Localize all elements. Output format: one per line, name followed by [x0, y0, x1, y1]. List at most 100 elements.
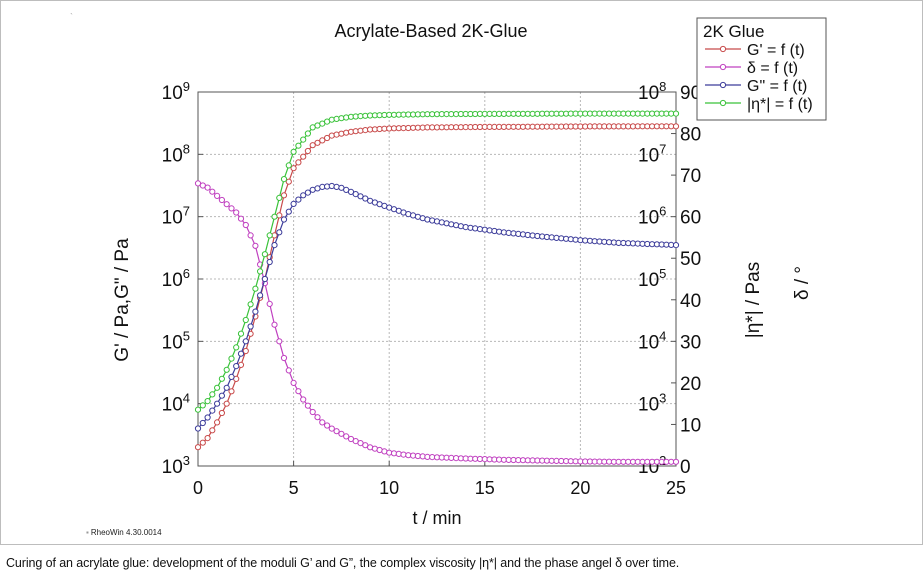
data-point — [194, 425, 202, 432]
y-right2-tick-label: 70 — [680, 166, 701, 187]
data-point — [209, 427, 216, 434]
data-point — [242, 221, 249, 229]
data-point — [228, 373, 235, 380]
data-point — [276, 194, 283, 201]
data-point — [280, 192, 288, 199]
data-point — [300, 136, 307, 143]
data-point — [204, 435, 211, 442]
data-point — [352, 191, 359, 198]
data-point — [343, 129, 350, 136]
data-point — [223, 384, 230, 391]
series-1 — [194, 180, 680, 465]
data-point — [242, 338, 249, 345]
data-point — [218, 392, 225, 399]
data-point — [338, 430, 345, 437]
legend-swatch-marker — [719, 63, 727, 71]
y-right2-tick-label: 80 — [680, 125, 701, 146]
data-point — [309, 408, 316, 416]
data-point — [304, 147, 311, 155]
data-point — [199, 439, 206, 446]
data-point — [247, 232, 254, 239]
data-point — [343, 433, 350, 440]
data-point — [304, 189, 311, 196]
data-point — [457, 223, 464, 230]
data-point — [218, 409, 225, 417]
figure-caption: Curing of an acrylate glue: development … — [6, 556, 680, 570]
legend-entry: δ = f (t) — [747, 60, 798, 77]
data-point — [214, 384, 221, 391]
data-point — [324, 134, 331, 142]
data-point — [314, 139, 321, 146]
data-point — [228, 355, 235, 362]
data-point — [290, 148, 297, 155]
data-point — [218, 196, 225, 204]
y-left-tick-label: 107 — [162, 204, 190, 229]
y-right2-axis-label: δ / ° — [792, 266, 813, 300]
data-point — [237, 350, 245, 357]
data-point — [295, 142, 302, 149]
y-right2-tick-label: 0 — [680, 457, 691, 478]
data-point — [204, 414, 211, 421]
y-left-axis-label: G' / Pa,G" / Pa — [112, 238, 133, 362]
legend-entry: |η*| = f (t) — [747, 96, 813, 113]
data-point — [672, 242, 680, 249]
y-right2-tick-label: 90 — [680, 83, 701, 104]
y-right1-tick-label: 108 — [638, 79, 666, 104]
y-left-tick-label: 108 — [162, 141, 190, 166]
data-point — [199, 402, 206, 409]
data-point — [304, 402, 311, 409]
data-point — [257, 268, 264, 275]
y-right1-axis-label: |η*| / Pas — [743, 262, 764, 338]
data-point — [271, 242, 278, 249]
x-tick-label: 5 — [289, 478, 299, 498]
data-point — [233, 363, 240, 370]
data-point — [672, 458, 680, 465]
data-point — [271, 321, 278, 328]
chart: Acrylate-Based 2K-Glue 0 5 10 15 20 25 t / min 1… — [112, 17, 827, 528]
y-right1-tick-label: 103 — [638, 391, 666, 416]
data-point — [285, 208, 292, 215]
legend-entry: G" = f (t) — [747, 78, 807, 95]
data-point — [276, 338, 283, 345]
data-point — [295, 159, 302, 166]
y-right1-tick-label: 107 — [638, 141, 666, 166]
data-point — [280, 176, 288, 183]
data-point — [223, 400, 230, 407]
data-point — [324, 422, 331, 429]
data-point — [314, 414, 321, 421]
data-point — [209, 188, 216, 195]
data-point — [333, 183, 340, 190]
y-left-tick-label: 106 — [162, 266, 190, 291]
y-right1-tick-label: 106 — [638, 204, 666, 229]
y-right1-tick-label: 104 — [638, 328, 666, 353]
data-point — [438, 219, 445, 226]
data-point — [672, 110, 680, 117]
data-point — [242, 316, 249, 324]
series-3 — [194, 110, 680, 413]
data-point — [247, 301, 254, 308]
data-point — [280, 216, 288, 223]
data-point — [247, 323, 254, 330]
data-point — [261, 275, 268, 283]
data-point — [214, 419, 221, 426]
legend-swatch-marker — [719, 81, 727, 89]
data-point — [233, 209, 240, 216]
data-point — [266, 232, 273, 239]
y-left-tick-label: 105 — [162, 328, 190, 353]
y-right2-tick-label: 10 — [680, 415, 701, 436]
data-point — [223, 201, 230, 208]
data-point — [261, 251, 268, 258]
plot-area — [198, 92, 676, 466]
data-point — [271, 213, 278, 220]
legend-swatch-marker — [719, 99, 727, 107]
data-point — [285, 162, 292, 169]
software-watermark: ▪ RheoWin 4.30.0014 — [86, 528, 162, 537]
data-point — [319, 137, 326, 144]
data-point — [290, 165, 297, 172]
x-tick-label: 20 — [570, 478, 590, 498]
data-point — [333, 131, 340, 138]
x-tick-label: 10 — [379, 478, 399, 498]
data-point — [266, 258, 273, 266]
chart-title: Acrylate-Based 2K-Glue — [334, 21, 527, 41]
data-point — [209, 391, 216, 398]
